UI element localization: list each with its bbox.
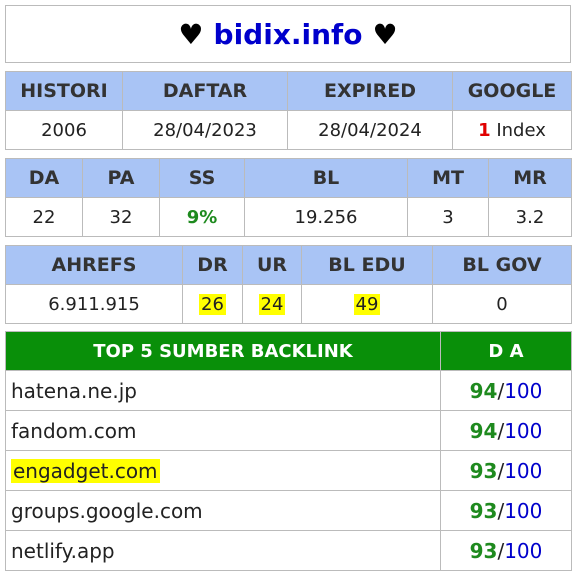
backlink-table-box: TOP 5 SUMBER BACKLINK D A hatena.ne.jp 9… — [5, 331, 572, 571]
ahrefs-table-box: AHREFS DR UR BL EDU BL GOV 6.911.915 26 … — [5, 245, 572, 324]
col-ss: SS — [159, 158, 245, 198]
col-ur: UR — [242, 245, 302, 285]
expired-value: 28/04/2024 — [287, 110, 453, 150]
history-table-box: HISTORI DAFTAR EXPIRED GOOGLE 2006 28/04… — [5, 71, 572, 150]
ahrefs-value: 6.911.915 — [5, 284, 183, 324]
col-bl-edu: BL EDU — [301, 245, 433, 285]
google-index-label: Index — [496, 119, 546, 141]
bl-value: 19.256 — [244, 197, 408, 237]
google-index-count: 1 — [478, 119, 491, 141]
bl-edu-value-cell: 49 — [301, 284, 433, 324]
col-ahrefs: AHREFS — [5, 245, 183, 285]
dr-value: 26 — [199, 293, 226, 315]
col-mt: MT — [407, 158, 489, 198]
bl-gov-value: 0 — [432, 284, 572, 324]
table-row: hatena.ne.jp 94/100 — [5, 370, 572, 411]
site-title: bidix.info — [213, 17, 363, 51]
metrics-table: DA PA SS BL MT MR 22 32 9% 19.256 3 3.2 — [5, 158, 572, 237]
ur-value-cell: 24 — [242, 284, 302, 324]
table-row: fandom.com 94/100 — [5, 410, 572, 451]
col-daftar: DAFTAR — [122, 71, 288, 111]
col-expired: EXPIRED — [287, 71, 453, 111]
ahrefs-table: AHREFS DR UR BL EDU BL GOV 6.911.915 26 … — [5, 245, 572, 324]
col-sumber-backlink: TOP 5 SUMBER BACKLINK — [5, 331, 441, 371]
metrics-table-box: DA PA SS BL MT MR 22 32 9% 19.256 3 3.2 — [5, 158, 572, 237]
col-mr: MR — [488, 158, 572, 198]
history-table: HISTORI DAFTAR EXPIRED GOOGLE 2006 28/04… — [5, 71, 572, 150]
backlink-da: 94/100 — [440, 370, 572, 411]
col-bl-gov: BL GOV — [432, 245, 572, 285]
col-google: GOOGLE — [452, 71, 572, 111]
ur-value: 24 — [258, 293, 286, 315]
backlink-site: hatena.ne.jp — [5, 370, 441, 411]
backlink-site: groups.google.com — [5, 490, 441, 531]
col-dr: DR — [182, 245, 243, 285]
backlink-table: TOP 5 SUMBER BACKLINK D A hatena.ne.jp 9… — [5, 331, 572, 571]
ss-value: 9% — [159, 197, 245, 237]
dr-value-cell: 26 — [182, 284, 243, 324]
google-value: 1 Index — [452, 110, 572, 150]
table-row: groups.google.com 93/100 — [5, 490, 572, 531]
site-title-box: ♥ bidix.info ♥ — [5, 5, 571, 63]
heart-icon-right: ♥ — [372, 17, 398, 51]
backlink-da: 93/100 — [440, 450, 572, 491]
pa-value: 32 — [82, 197, 160, 237]
mt-value: 3 — [407, 197, 489, 237]
col-bl: BL — [244, 158, 408, 198]
backlink-site: netlify.app — [5, 530, 441, 571]
col-pa: PA — [82, 158, 160, 198]
backlink-site-highlighted: engadget.com — [5, 450, 441, 491]
heart-icon-left: ♥ — [178, 17, 204, 51]
backlink-da: 93/100 — [440, 490, 572, 531]
table-row: netlify.app 93/100 — [5, 530, 572, 571]
col-da: DA — [5, 158, 83, 198]
col-histori: HISTORI — [5, 71, 123, 111]
mr-value: 3.2 — [488, 197, 572, 237]
daftar-value: 28/04/2023 — [122, 110, 288, 150]
backlink-da: 93/100 — [440, 530, 572, 571]
backlink-da: 94/100 — [440, 410, 572, 451]
da-value: 22 — [5, 197, 83, 237]
histori-value: 2006 — [5, 110, 123, 150]
backlink-site: fandom.com — [5, 410, 441, 451]
bl-edu-value: 49 — [353, 293, 381, 315]
col-da-score: D A — [440, 331, 572, 371]
table-row: engadget.com 93/100 — [5, 450, 572, 491]
